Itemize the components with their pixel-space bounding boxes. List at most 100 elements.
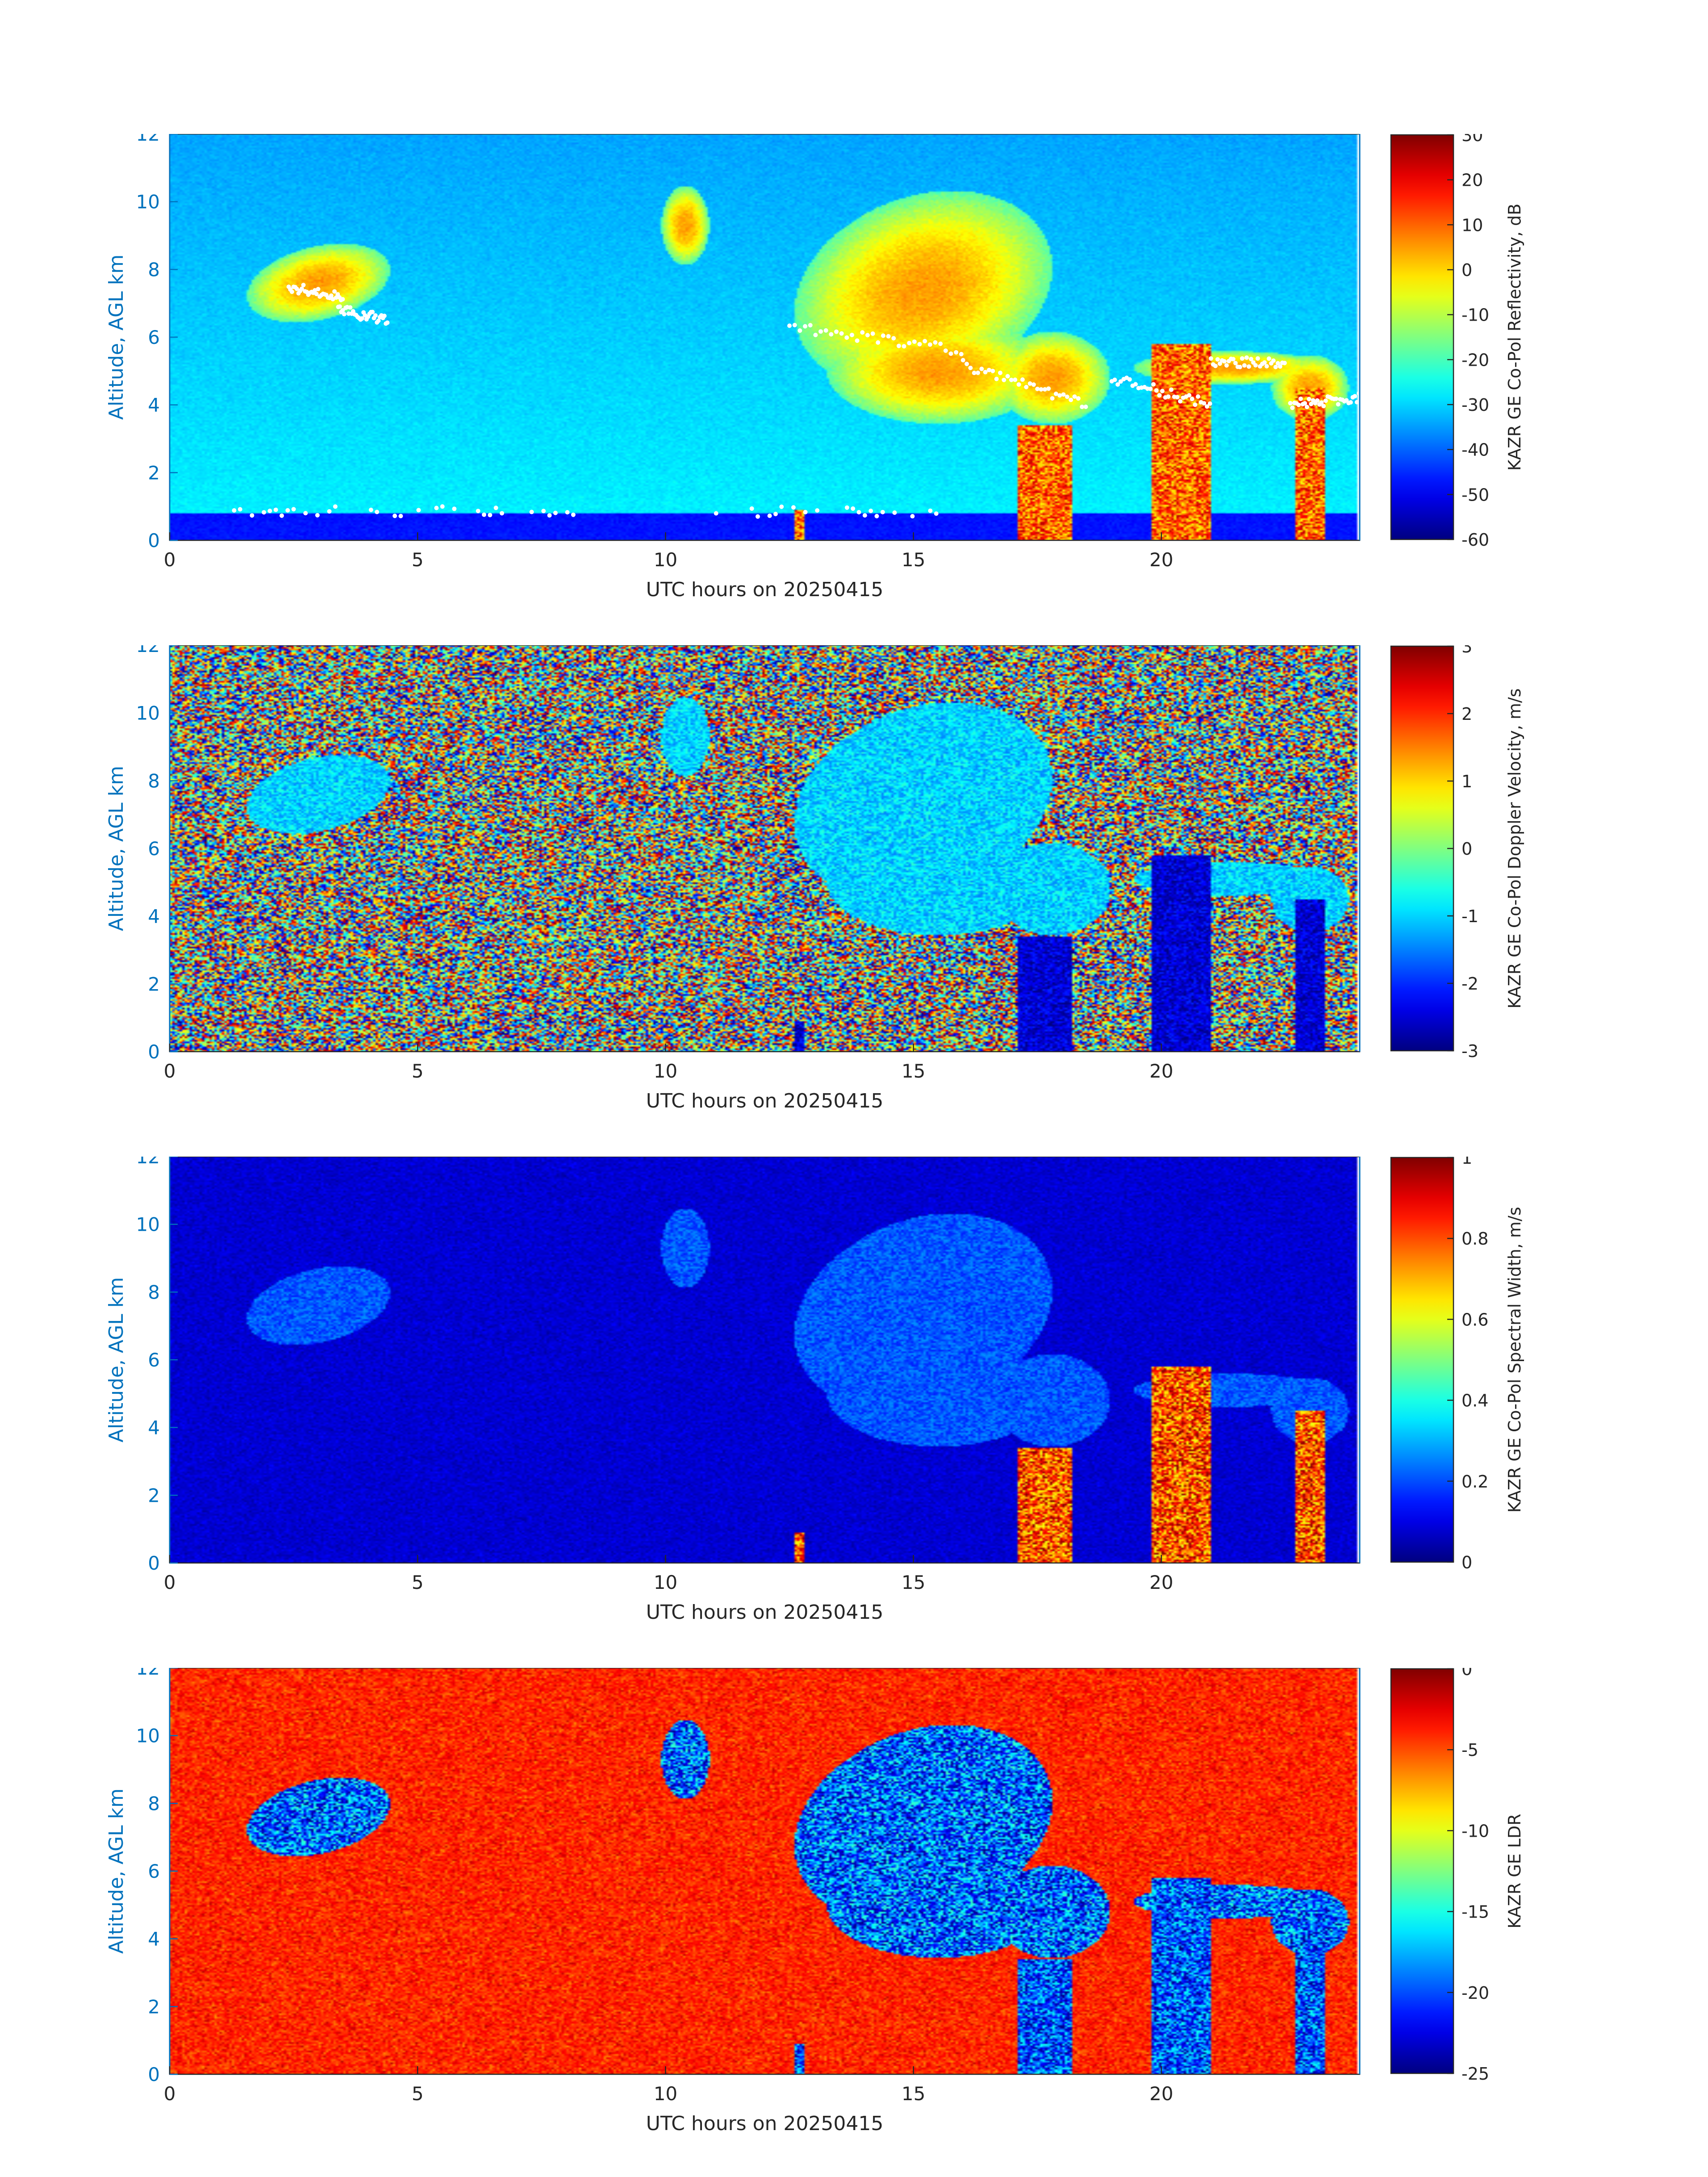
colorbar-tick-label: -20 [1462,350,1489,370]
boundary-marker [376,318,381,323]
colorbar-tick-label: 10 [1462,215,1483,235]
boundary-marker [823,328,828,333]
colorbar-label: KAZR GE Co-Pol Reflectivity, dB [1505,204,1524,471]
boundary-marker [359,316,364,321]
reflectivity-svg: 0 5 10 15 20 UTC hours on 20250415 0 2 4 6 8 10 12 Al… [105,134,1524,601]
boundary-marker [1175,395,1180,400]
boundary-marker [385,320,390,325]
boundary-marker [928,508,933,513]
boundary-marker [749,506,754,511]
y-tick-label: 10 [136,1214,160,1236]
boundary-marker [1196,394,1201,399]
y-axis-label: Altitude, AGL km [105,1277,128,1442]
colorbar-tick-label: 0.2 [1462,1472,1488,1492]
boundary-marker [907,341,912,346]
colorbar-tick-label: -50 [1462,485,1489,505]
boundary-marker [1013,377,1018,382]
x-tick-label: 5 [412,549,424,571]
boundary-marker [493,506,498,510]
boundary-marker [329,293,334,298]
colorbar-tick-label: -60 [1462,530,1489,550]
boundary-marker [1321,404,1326,409]
boundary-marker [1222,359,1227,364]
boundary-marker [1076,396,1081,401]
boundary-marker [382,313,387,318]
boundary-marker [1151,382,1156,387]
colorbar-tick-label: -10 [1462,305,1489,325]
y-tick-label: 2 [148,1484,160,1506]
y-tick-label: 6 [148,1349,160,1371]
boundary-marker [791,505,796,510]
boundary-marker [896,343,901,348]
boundary-marker [767,513,772,518]
boundary-marker [1072,394,1077,399]
boundary-marker [370,309,375,314]
boundary-marker [416,508,421,513]
boundary-marker [1240,356,1244,361]
boundary-marker [337,304,342,309]
panel-reflectivity: 0 5 10 15 20 UTC hours on 20250415 0 2 4 6 8 10 12 Al… [0,134,1708,643]
boundary-marker [1353,394,1357,399]
panel-ldr: 0 5 10 15 20 UTC hours on 20250415 0 2 4 6 8 10 12 Al… [0,1668,1708,2177]
boundary-marker [834,329,839,334]
boundary-marker [1348,400,1353,405]
boundary-marker [571,512,576,517]
boundary-marker [886,334,891,339]
y-tick-label: 0 [148,1041,160,1063]
boundary-marker [933,340,938,345]
boundary-marker [1309,401,1314,406]
boundary-marker [1233,361,1238,366]
y-tick-label: 12 [136,1157,160,1168]
boundary-marker [1255,356,1260,361]
colorbar-tick-label: 0.8 [1462,1229,1488,1249]
reflectivity-heatmap [170,134,1360,540]
colorbar-tick-label: 0.6 [1462,1310,1488,1329]
boundary-marker [315,513,320,518]
boundary-marker [1323,398,1328,403]
boundary-marker [279,513,284,518]
colorbar-tick-label: 1 [1462,1157,1472,1168]
boundary-marker [1016,382,1021,387]
boundary-marker [1266,356,1271,361]
y-tick-label: 4 [148,1417,160,1439]
x-tick-label: 0 [164,549,176,571]
x-tick-label: 0 [164,1060,176,1082]
y-tick-label: 12 [136,645,160,656]
boundary-marker [1050,396,1055,401]
x-tick-label: 15 [902,549,925,571]
y-tick-label: 0 [148,1552,160,1574]
boundary-marker [1193,402,1198,407]
boundary-marker [398,514,403,518]
boundary-marker [1319,400,1324,405]
colorbar-tick-label: 0 [1462,839,1472,859]
boundary-marker [482,512,487,517]
boundary-marker [285,508,290,513]
y-tick-label: 6 [148,1860,160,1882]
boundary-marker [855,338,860,343]
boundary-marker [849,333,854,338]
boundary-marker [990,368,995,373]
boundary-marker [1178,399,1183,404]
boundary-marker [267,509,272,514]
boundary-marker [964,361,969,366]
boundary-marker [891,336,896,341]
colorbar-tick-label: -3 [1462,1041,1478,1061]
boundary-marker [1278,364,1282,369]
cloud-boundary-markers [232,283,1361,519]
boundary-marker [934,511,939,516]
boundary-marker [1148,386,1153,391]
boundary-marker [1187,393,1192,398]
boundary-marker [1208,356,1213,361]
y-tick-label: 6 [148,326,160,348]
boundary-marker [333,504,338,509]
boundary-marker [1307,397,1311,401]
boundary-marker [1298,397,1303,401]
colorbar-tick-label: 0.4 [1462,1391,1488,1411]
boundary-marker [232,508,237,513]
boundary-marker [1271,358,1276,363]
boundary-marker [1244,355,1249,360]
boundary-marker [332,289,337,294]
boundary-marker [1169,387,1174,392]
